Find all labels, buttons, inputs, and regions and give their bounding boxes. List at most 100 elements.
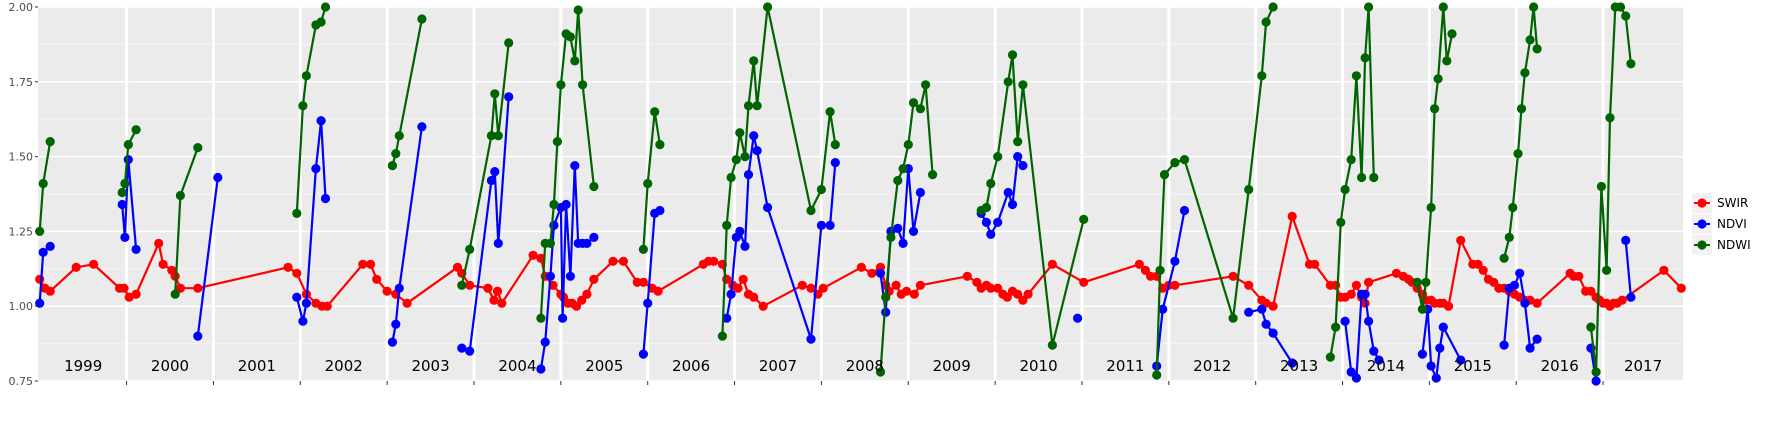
swir-point [856, 262, 867, 272]
ndwi-point [1596, 181, 1606, 192]
swir-point [577, 295, 587, 305]
ndvi-point [1435, 343, 1445, 353]
ndwi-point [465, 244, 475, 254]
ndwi-point [1331, 322, 1341, 332]
ndvi-point [743, 170, 754, 180]
ndvi-point [655, 205, 665, 216]
swir-point [528, 250, 538, 260]
ndwi-point [1047, 340, 1057, 350]
ndvi-point [570, 161, 580, 171]
ndwi-line [980, 53, 1085, 347]
ndwi-point [1499, 253, 1509, 263]
ndvi-point [752, 146, 762, 156]
ndwi-point [763, 2, 773, 12]
ndvi-point [213, 172, 223, 183]
ndwi-point [1430, 104, 1440, 114]
ndwi-point [1605, 113, 1615, 123]
ndwi-point [490, 89, 500, 99]
swir-point [738, 274, 748, 284]
swir-point [1244, 280, 1254, 290]
ndvi-point [490, 167, 500, 177]
ndwi-point [578, 80, 588, 90]
ndwi-point [903, 140, 913, 150]
ndvi-point [316, 116, 326, 126]
ndvi-point [311, 164, 321, 174]
ndvi-point [1351, 373, 1361, 383]
swir-point [492, 286, 503, 296]
ndvi-point [1179, 205, 1190, 216]
ndvi-point [1170, 256, 1180, 266]
ndwi-point [1442, 56, 1452, 66]
ndvi-point [740, 241, 750, 251]
ndvi-point [1369, 346, 1379, 356]
swir-point [283, 262, 293, 272]
ndwi-point [45, 137, 55, 147]
ndvi-point [35, 298, 45, 308]
ndvi-point [589, 232, 599, 242]
year-label-2005: 2005 [585, 357, 623, 375]
ndvi-point [806, 334, 816, 344]
swir-point [1346, 289, 1356, 299]
ndwi-point [1179, 155, 1190, 165]
ndvi-point [1591, 376, 1601, 386]
ndwi-point [1438, 2, 1448, 12]
swir-point [1364, 277, 1374, 287]
ndwi-point [1268, 2, 1278, 12]
ndvi-point [1417, 349, 1427, 359]
ndwi-point [921, 80, 931, 90]
ndwi-point [1591, 367, 1601, 377]
ndvi-point [722, 313, 732, 323]
ndvi-point [1621, 235, 1631, 245]
ndwi-point [1433, 74, 1443, 84]
ndvi-point [1525, 343, 1535, 353]
swir-point [1456, 235, 1466, 245]
swir-point [402, 298, 412, 308]
ndwi-point [552, 137, 563, 147]
year-label-2007: 2007 [759, 357, 797, 375]
ndvi-point [898, 238, 908, 248]
ndvi-point [582, 238, 592, 248]
ndwi-point [394, 131, 404, 141]
axes: 1999 2000 2001 2002 2003 2004 2005 2006 2007 2008… [9, 1, 1663, 388]
ndvi-point [1340, 316, 1350, 326]
swir-point [1586, 286, 1596, 296]
ndwi-point [986, 178, 996, 189]
swir-point [193, 283, 203, 293]
swir-point [758, 301, 768, 311]
ndvi-point [763, 202, 773, 213]
y-tick-label: 1.00 [9, 300, 34, 313]
ndwi-point [643, 178, 653, 189]
ndvi-point [638, 349, 649, 359]
ndwi-point [1421, 277, 1431, 287]
ndvi-point [561, 199, 571, 210]
ndwi-point [830, 140, 840, 150]
swir-point [175, 283, 185, 293]
year-label-2014: 2014 [1367, 357, 1405, 375]
ndwi-point [875, 367, 886, 377]
ndwi-point [298, 101, 308, 111]
swir-point [733, 283, 743, 293]
swir-point [1140, 265, 1150, 275]
swir-point [1228, 271, 1238, 281]
ndvi-line [1624, 240, 1632, 298]
swir-point [89, 259, 99, 269]
ndvi-point [825, 220, 835, 230]
swir-point [483, 283, 493, 293]
ndwi-point [120, 178, 130, 189]
ndvi-point [486, 175, 496, 186]
ndwi-point [1013, 137, 1023, 147]
ndvi-line [121, 158, 138, 250]
ndwi-point [717, 331, 728, 341]
ndvi-point [387, 337, 397, 347]
ndwi-point [1529, 2, 1539, 12]
ndwi-line [642, 110, 661, 250]
swir-point [119, 283, 129, 293]
ndwi-point [131, 125, 141, 135]
year-label-2001: 2001 [238, 357, 276, 375]
ndwi-point [1520, 68, 1530, 78]
ndwi-point [981, 202, 992, 213]
swir-point [1659, 265, 1669, 275]
ndwi-point [1626, 59, 1636, 69]
ndvi-point [749, 131, 759, 141]
year-label-2015: 2015 [1454, 357, 1492, 375]
